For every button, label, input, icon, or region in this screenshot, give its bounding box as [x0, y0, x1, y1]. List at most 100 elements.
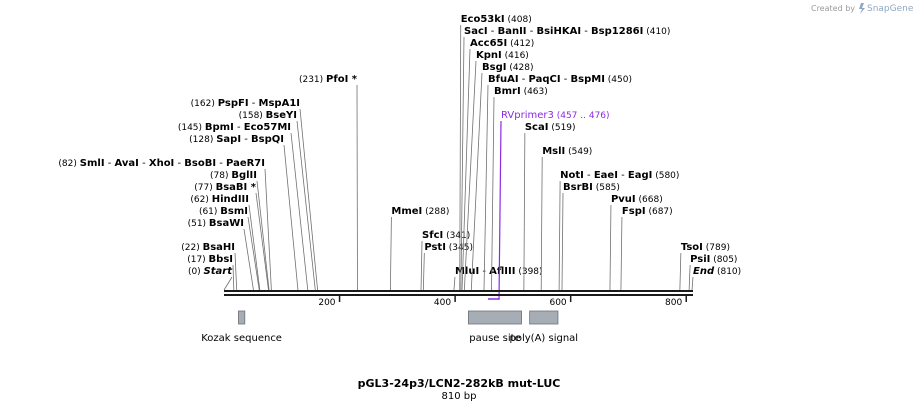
site-label: (77) BsaBI *: [194, 182, 256, 193]
feature-kozak-sequence[interactable]: Kozak sequence: [201, 310, 282, 344]
site-line: [491, 96, 495, 291]
tick-200: 200: [318, 296, 341, 308]
site-bseyi[interactable]: (158) BseYI: [239, 110, 316, 291]
site-sfci[interactable]: SfcI (341): [420, 230, 470, 291]
site-line: [558, 180, 561, 291]
site-enzyme-name: BspMI: [571, 74, 605, 85]
site-position: (410): [643, 27, 670, 37]
site-mlui[interactable]: MluI - AflIII (398): [453, 266, 543, 291]
restriction-sites: (0) Start(17) BbsI(22) BsaHI(51) BsaWI(6…: [58, 14, 741, 291]
site-position: (145): [178, 123, 205, 133]
site-eco53ki[interactable]: Eco53kI (408): [459, 14, 532, 291]
site-enzyme-name: MslI: [542, 146, 565, 157]
site-position: (463): [521, 87, 548, 97]
site-label: (158) BseYI: [239, 110, 297, 121]
site-enzyme-name: PspFI: [218, 98, 249, 109]
site-bglii[interactable]: (78) BglII: [210, 170, 270, 291]
snapgene-credit: Created by SnapGene: [811, 3, 914, 14]
site-hindiii[interactable]: (62) HindIII: [190, 194, 261, 291]
site-position: (77): [194, 183, 215, 193]
site-saci[interactable]: SacI - BanII - BsiHKAI - Bsp1286I (410): [460, 26, 671, 291]
site-bmri[interactable]: BmrI (463): [491, 86, 548, 291]
site-line: [232, 264, 235, 291]
site-line: [299, 108, 318, 291]
site-end[interactable]: End (810): [691, 266, 741, 291]
site-pfoi[interactable]: (231) PfoI *: [299, 74, 358, 291]
site-acc65i[interactable]: Acc65I (412): [461, 38, 534, 291]
site-bsabi[interactable]: (77) BsaBI *: [194, 182, 269, 291]
site-enzyme-name: SapI: [216, 134, 241, 145]
snapgene-logo-icon: [859, 3, 865, 14]
site-line: [247, 216, 260, 291]
feature-poly-a-signal[interactable]: poly(A) signal: [510, 310, 579, 344]
site-line: [679, 252, 682, 291]
site-enzyme-name: EagI: [628, 170, 652, 181]
site-position: (78): [210, 171, 231, 181]
site-smli[interactable]: (82) SmlI - AvaI - XhoI - BsoBI - PaeR7I: [58, 158, 272, 291]
site-position: (805): [710, 255, 737, 265]
site-fspi[interactable]: FspI (687): [620, 206, 673, 291]
site-enzyme-name: BbsI: [209, 254, 233, 265]
primer-rvprimer3[interactable]: RVprimer3 (457 .. 476): [488, 110, 610, 300]
site-enzyme-name: PaqCI: [529, 74, 561, 85]
primer-label: RVprimer3 (457 .. 476): [501, 110, 610, 121]
site-enzyme-name: BpmI: [205, 122, 234, 133]
site-line: [234, 252, 238, 291]
site-bsawi[interactable]: (51) BsaWI: [188, 218, 254, 291]
site-enzyme-name: SfcI: [422, 230, 443, 241]
site-line: [453, 276, 456, 291]
site-label: Acc65I (412): [470, 38, 534, 49]
site-start[interactable]: (0) Start: [188, 266, 233, 291]
site-enzyme-name: End: [693, 266, 715, 277]
site-bsahi[interactable]: (22) BsaHI: [181, 242, 238, 291]
site-psii[interactable]: PsiI (805): [688, 254, 737, 291]
site-pvui[interactable]: PvuI (668): [609, 194, 663, 291]
site-line: [255, 192, 269, 291]
site-tsoi[interactable]: TsoI (789): [679, 242, 730, 291]
site-label: PvuI (668): [611, 194, 663, 205]
site-pspfi[interactable]: (162) PspFI - MspA1I: [191, 98, 318, 291]
site-label: BsgI (428): [482, 62, 534, 73]
primer-arrow: [488, 298, 500, 300]
site-enzyme-name: BmrI: [494, 86, 521, 97]
site-bsgi[interactable]: BsgI (428): [470, 62, 534, 291]
site-mmei[interactable]: MmeI (288): [390, 206, 449, 291]
site-position: (0): [188, 267, 204, 277]
site-line: [688, 264, 691, 291]
site-label: (61) BsmI: [199, 206, 248, 217]
site-sapi[interactable]: (128) SapI - BspQI: [189, 134, 299, 291]
site-bfuai[interactable]: BfuAI - PaqCI - BspMI (450): [483, 74, 632, 291]
site-label: (78) BglII: [210, 170, 257, 181]
site-position: (162): [191, 99, 218, 109]
site-label: FspI (687): [622, 206, 673, 217]
site-enzyme-name: SacI: [464, 26, 488, 37]
site-enzyme-name: Eco53kI: [461, 14, 505, 25]
site-enzyme-name: BspQI: [251, 134, 284, 145]
site-bbsi[interactable]: (17) BbsI: [187, 254, 235, 291]
site-scai[interactable]: ScaI (519): [523, 122, 576, 291]
site-bpmi[interactable]: (145) BpmI - Eco57MI: [178, 122, 309, 291]
site-line: [290, 132, 309, 291]
site-enzyme-name: HindIII: [212, 194, 249, 205]
site-bsrbi[interactable]: BsrBI (585): [561, 182, 620, 291]
site-noti[interactable]: NotI - EaeI - EagI (580): [558, 170, 679, 291]
site-enzyme-name: MspA1I: [259, 98, 300, 109]
site-enzyme-name: Eco57MI: [244, 122, 291, 133]
site-kpni[interactable]: KpnI (416): [463, 50, 529, 291]
site-label: (82) SmlI - AvaI - XhoI - BsoBI - PaeR7I: [58, 158, 265, 169]
site-enzyme-name: TsoI: [681, 242, 703, 253]
site-label: PsiI (805): [690, 254, 737, 265]
site-enzyme-name: BsiHKAI: [536, 26, 581, 37]
feature-box: [467, 310, 522, 325]
site-position: (580): [652, 171, 679, 181]
site-psti[interactable]: PstI (345): [422, 242, 473, 291]
feature-pause-site[interactable]: pause site: [467, 310, 522, 344]
site-label: NotI - EaeI - EagI (580): [560, 170, 679, 181]
site-label: BfuAI - PaqCI - BspMI (450): [488, 74, 632, 85]
site-line: [256, 180, 270, 291]
site-label: ScaI (519): [525, 122, 576, 133]
site-position: (128): [189, 135, 216, 145]
site-msli[interactable]: MslI (549): [540, 146, 592, 291]
site-bsmi[interactable]: (61) BsmI: [199, 206, 260, 291]
site-position: (585): [593, 183, 620, 193]
